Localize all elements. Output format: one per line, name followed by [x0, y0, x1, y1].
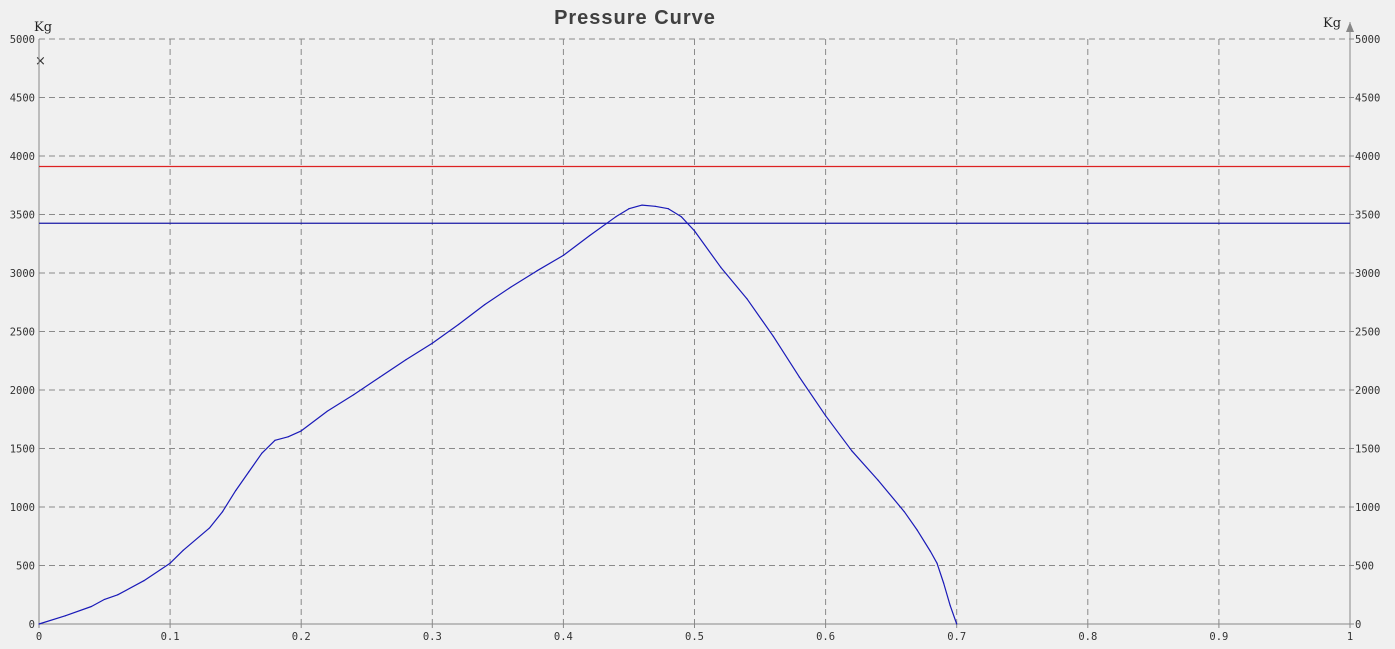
data-point	[221, 511, 224, 513]
x-tick-label: 0.1	[161, 631, 180, 643]
data-point	[353, 394, 355, 396]
y-tick-label-right: 1000	[1355, 502, 1380, 514]
data-point	[929, 550, 932, 553]
y-tick-label-right: 4500	[1355, 93, 1380, 105]
data-point	[248, 471, 250, 473]
data-point	[825, 415, 827, 417]
x-tick-label: 1	[1347, 631, 1353, 643]
y-tick-label-right: 3500	[1355, 210, 1380, 222]
data-point	[274, 439, 276, 441]
arrow-up-icon	[1346, 22, 1354, 32]
x-tick-label: 0.8	[1078, 631, 1097, 643]
data-point	[117, 594, 119, 596]
data-point	[628, 208, 630, 210]
y-tick-label-right: 500	[1355, 561, 1374, 573]
data-point	[261, 452, 263, 454]
y-tick-label-left: 1500	[10, 444, 35, 456]
data-point	[746, 298, 748, 300]
y-tick-label-left: 500	[16, 561, 35, 573]
y-tick-label-left: 2000	[10, 385, 35, 397]
data-point	[510, 286, 512, 288]
data-point	[379, 376, 381, 378]
y-tick-label-right: 1500	[1355, 444, 1380, 456]
data-point	[208, 527, 211, 529]
y-tick-label-left: 0	[29, 619, 35, 631]
data-point	[916, 529, 918, 532]
data-point	[326, 410, 329, 412]
close-icon[interactable]: ×	[35, 54, 46, 69]
data-point	[287, 436, 289, 438]
x-tick-label: 0.9	[1209, 631, 1228, 643]
y-tick-label-right: 3000	[1355, 268, 1380, 280]
y-tick-label-right: 4000	[1355, 151, 1380, 163]
data-point	[143, 580, 145, 582]
y-tick-label-right: 2500	[1355, 327, 1380, 339]
data-point	[667, 208, 669, 210]
data-point	[798, 376, 800, 378]
data-point	[641, 204, 643, 206]
y-tick-label-right: 5000	[1355, 34, 1380, 46]
data-point	[851, 450, 853, 452]
y-tick-label-left: 4000	[10, 151, 35, 163]
x-tick-label: 0.7	[947, 631, 966, 643]
y-tick-label-right: 2000	[1355, 385, 1380, 397]
data-point	[615, 216, 617, 218]
y-tick-label-left: 3000	[10, 268, 35, 280]
data-point	[956, 623, 958, 625]
left-y-unit-label: Kg	[34, 20, 52, 35]
data-point	[169, 562, 171, 564]
series-layer	[38, 204, 958, 625]
x-tick-label: 0.5	[685, 631, 704, 643]
data-point	[903, 511, 905, 513]
data-point	[536, 270, 538, 272]
right-y-unit-label: Kg	[1323, 16, 1341, 31]
data-point	[654, 205, 656, 207]
data-point	[772, 335, 774, 337]
data-point	[589, 234, 591, 237]
data-point	[720, 266, 722, 268]
y-tick-label-left: 2500	[10, 327, 35, 339]
reference-lines	[39, 165, 1350, 224]
data-point	[300, 430, 302, 432]
y-tick-label-left: 1000	[10, 502, 35, 514]
data-point	[405, 358, 407, 361]
x-tick-label: 0	[36, 631, 42, 643]
data-point	[562, 254, 565, 257]
pressure-series-line	[38, 204, 958, 625]
y-tick-label-left: 3500	[10, 210, 35, 222]
data-point	[64, 615, 66, 617]
data-point	[680, 216, 682, 218]
data-point	[936, 562, 938, 564]
data-point	[103, 598, 106, 601]
data-point	[949, 604, 951, 606]
data-point	[693, 230, 696, 232]
data-point	[942, 582, 945, 584]
x-tick-label: 0.2	[292, 631, 311, 643]
data-point	[457, 323, 460, 326]
data-point	[38, 623, 40, 625]
x-tick-label: 0.3	[423, 631, 442, 643]
data-point	[90, 605, 93, 608]
data-point	[877, 479, 879, 481]
x-tick-label: 0.4	[554, 631, 573, 643]
grid	[39, 38, 1351, 624]
data-point	[431, 342, 433, 344]
y-tick-label-left: 4500	[10, 93, 35, 105]
data-point	[484, 303, 486, 306]
x-tick-label: 0.6	[816, 631, 835, 643]
axes	[38, 22, 1354, 628]
y-tick-label-left: 5000	[10, 34, 35, 46]
data-point	[235, 490, 237, 492]
chart-title: Pressure Curve	[554, 7, 716, 29]
data-point	[182, 549, 184, 551]
y-tick-label-right: 0	[1355, 619, 1361, 631]
